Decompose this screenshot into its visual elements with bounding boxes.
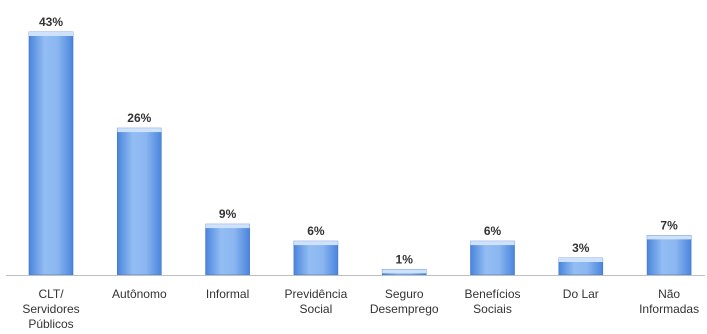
- bars-layer: [28, 31, 692, 276]
- category-label: Autônomo: [112, 287, 167, 301]
- bar-group: [117, 127, 162, 276]
- bar-top-highlight: [558, 258, 603, 262]
- bar: [646, 235, 692, 276]
- bar-value-label: 6%: [307, 224, 325, 238]
- category-label: Não Informadas: [639, 287, 699, 316]
- bar-top-highlight: [647, 235, 692, 240]
- bar-group: [381, 268, 427, 276]
- bar: [28, 31, 74, 276]
- bar: [470, 240, 515, 276]
- bar: [117, 127, 162, 276]
- bar-value-label: 7%: [660, 218, 678, 232]
- bar-value-label: 9%: [219, 207, 237, 221]
- category-label: Informal: [206, 287, 249, 301]
- bar: [205, 223, 250, 276]
- bar-group: [558, 257, 604, 276]
- bar-group: [646, 235, 692, 276]
- bar-top-highlight: [29, 32, 73, 36]
- labels-layer: 43% CLT/Servidores Públicos 26% Autônomo 9% In…: [22, 15, 699, 331]
- category-label: Do Lar: [563, 287, 599, 301]
- bar-top-highlight: [117, 128, 162, 133]
- category-label: CLT/Servidores Públicos: [22, 287, 79, 331]
- bar-top-highlight: [205, 224, 250, 229]
- bar-value-label: 6%: [484, 224, 502, 238]
- bar-top-highlight: [293, 241, 338, 246]
- category-label: Benefícios Sociais: [464, 287, 520, 316]
- bar-value-label: 26%: [127, 111, 151, 125]
- bar-value-label: 1%: [396, 252, 414, 266]
- bar-top-highlight: [470, 241, 515, 246]
- bar-group: [205, 223, 250, 276]
- bar-group: [470, 240, 515, 276]
- bar-value-label: 43%: [39, 15, 63, 29]
- bar-group: [293, 240, 339, 276]
- category-label: Seguro Desemprego: [370, 287, 439, 316]
- bar-value-label: 3%: [572, 241, 590, 255]
- bar: [293, 240, 339, 276]
- category-label: Previdência Social: [285, 287, 348, 316]
- bar-group: [28, 31, 74, 276]
- bar-top-highlight: [382, 269, 427, 274]
